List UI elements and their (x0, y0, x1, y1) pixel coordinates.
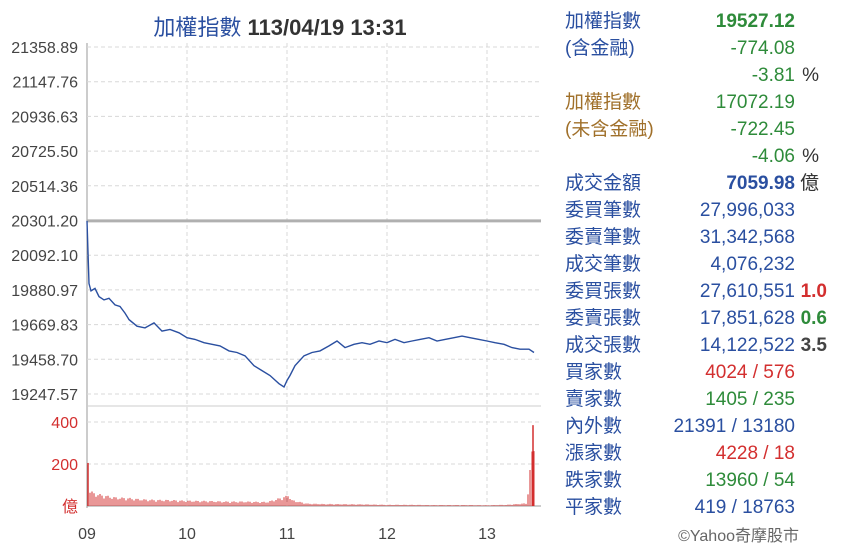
stat-unit: % (802, 146, 819, 167)
price-tick-label: 19669.83 (11, 318, 78, 335)
stat-row: 內外數 21391 / 13180 (565, 413, 835, 440)
stat-row: 加權指數 17072.19 (565, 89, 835, 116)
stat-value: 4,076,232 (710, 254, 795, 275)
stat-label: 成交金額 (565, 173, 642, 194)
stat-label: (含金融) (565, 38, 635, 59)
stat-label: 跌家數 (565, 470, 623, 491)
stat-value: 31,342,568 (699, 227, 795, 248)
stat-row: 加權指數 19527.12 (565, 8, 835, 35)
price-tick-label: 19247.57 (11, 387, 78, 404)
price-tick-label: 19458.70 (11, 352, 78, 369)
copyright-text: ©Yahoo奇摩股市 (678, 528, 799, 545)
stats-panel: 加權指數 19527.12 (含金融) -774.08 -3.81% 加權指數 17072.… (565, 8, 835, 521)
stat-row: 成交金額 7059.98 億 (565, 170, 835, 197)
stat-row: 賣家數 1405 / 235 (565, 386, 835, 413)
stat-value: 13960 / 54 (705, 470, 795, 491)
price-tick-label: 20301.20 (11, 214, 78, 231)
stat-unit: 億 (799, 173, 819, 194)
stat-label: 成交張數 (565, 335, 642, 356)
stat-ratio: 1.0 (800, 281, 827, 302)
stat-value: 7059.98 (726, 173, 795, 194)
stat-row: 成交張數 14,122,522 3.5 (565, 332, 835, 359)
stat-label: 買家數 (565, 362, 623, 383)
volume-tick-label: 200 (51, 457, 78, 474)
stat-value: 19527.12 (715, 11, 795, 32)
stat-row: 委賣張數 17,851,628 0.6 (565, 305, 835, 332)
stat-label: 內外數 (565, 416, 623, 437)
stat-row: -3.81% (565, 62, 835, 89)
stat-value: 1405 / 235 (705, 389, 795, 410)
price-tick-label: 21358.89 (11, 40, 78, 57)
stat-row: 委買張數 27,610,551 1.0 (565, 278, 835, 305)
stat-label: 委買張數 (565, 281, 642, 302)
volume-unit-label: 億 (62, 498, 78, 516)
title-index-name: 加權指數 (153, 15, 242, 40)
x-tick-label: 11 (279, 526, 296, 543)
price-tick-label: 20514.36 (11, 179, 78, 196)
stat-ratio: 0.6 (800, 308, 827, 329)
x-tick-label: 09 (78, 526, 96, 543)
stat-row: 漲家數 4228 / 18 (565, 440, 835, 467)
stat-row: 委買筆數 27,996,033 (565, 197, 835, 224)
stat-row: 買家數 4024 / 576 (565, 359, 835, 386)
stat-row: -4.06% (565, 143, 835, 170)
price-tick-label: 21147.76 (12, 75, 78, 92)
chart-title: 加權指數 113/04/19 13:31 (0, 10, 560, 42)
stat-row: 委賣筆數 31,342,568 (565, 224, 835, 251)
stat-value: 419 / 18763 (694, 497, 795, 518)
index-chart: 21358.89 21147.76 20936.63 20725.50 20514.36… (11, 40, 541, 543)
stat-label: 委賣筆數 (565, 227, 642, 248)
stat-label: 成交筆數 (565, 254, 642, 275)
price-tick-label: 19880.97 (11, 283, 78, 300)
stat-label: 加權指數 (565, 11, 642, 32)
stat-label: 漲家數 (565, 443, 623, 464)
stat-value: 27,996,033 (699, 200, 795, 221)
stat-value: 27,610,551 (699, 281, 795, 302)
price-tick-label: 20092.10 (11, 248, 78, 265)
stat-value: -722.45 (730, 119, 795, 140)
x-tick-label: 10 (178, 526, 196, 543)
stat-unit: % (802, 65, 819, 86)
index-line (86, 220, 535, 389)
stat-label: 委買筆數 (565, 200, 642, 221)
stat-value: -4.06 (751, 146, 795, 167)
stat-value: -3.81 (751, 65, 795, 86)
stat-ratio: 3.5 (800, 335, 827, 356)
stat-value: 4228 / 18 (715, 443, 795, 464)
stat-row: 成交筆數 4,076,232 (565, 251, 835, 278)
price-tick-label: 20725.50 (11, 144, 78, 161)
stat-value: 4024 / 576 (705, 362, 795, 383)
stat-row: 平家數 419 / 18763 (565, 494, 835, 521)
stat-row: (含金融) -774.08 (565, 35, 835, 62)
stat-label: 平家數 (565, 497, 623, 518)
x-tick-label: 13 (478, 526, 496, 543)
stat-value: -774.08 (730, 38, 795, 59)
stat-row: (未含金融) -722.45 (565, 116, 835, 143)
stat-value: 14,122,522 (699, 335, 795, 356)
stat-label: 委賣張數 (565, 308, 642, 329)
stat-value: 17,851,628 (699, 308, 795, 329)
x-tick-label: 12 (378, 526, 396, 543)
stat-label: 賣家數 (565, 389, 623, 410)
title-datetime: 113/04/19 13:31 (247, 15, 407, 40)
stat-label: 加權指數 (565, 92, 642, 113)
stat-value: 17072.19 (715, 92, 795, 113)
price-tick-label: 20936.63 (11, 109, 78, 126)
stat-label: (未含金融) (565, 119, 654, 140)
volume-tick-label: 400 (51, 415, 78, 432)
stat-value: 21391 / 13180 (673, 416, 795, 437)
stat-row: 跌家數 13960 / 54 (565, 467, 835, 494)
